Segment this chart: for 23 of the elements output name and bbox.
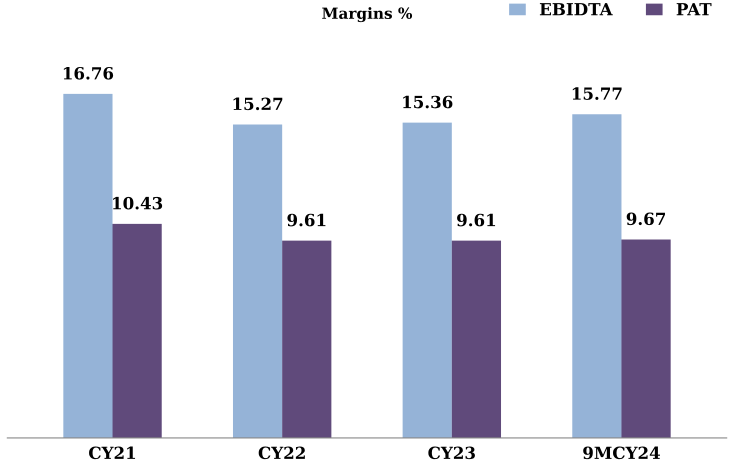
legend-label: EBIDTA: [540, 3, 613, 16]
data-label: 16.76: [64, 66, 114, 80]
data-label: 15.27: [234, 98, 282, 110]
bar: [282, 240, 332, 438]
bar: [452, 240, 502, 438]
data-label: 15.36: [403, 96, 452, 108]
data-label: 9.67: [626, 212, 665, 226]
bar: [572, 114, 622, 438]
chart-title: Margins %: [322, 7, 412, 22]
bar: [232, 124, 282, 438]
x-tick-label: 9MCY24: [583, 446, 660, 460]
x-tick-label: CY23: [428, 446, 475, 460]
data-label: 15.77: [572, 87, 622, 100]
bar: [63, 94, 113, 438]
data-label: 9.61: [287, 214, 326, 226]
bar: [112, 224, 162, 438]
data-label: 10.43: [113, 196, 162, 210]
x-tick-label: CY21: [89, 446, 136, 460]
legend-label: PAT: [676, 3, 712, 16]
data-label: 9.61: [457, 214, 496, 226]
x-tick-label: CY22: [258, 446, 305, 460]
bar: [402, 122, 452, 438]
bar: [621, 239, 671, 438]
